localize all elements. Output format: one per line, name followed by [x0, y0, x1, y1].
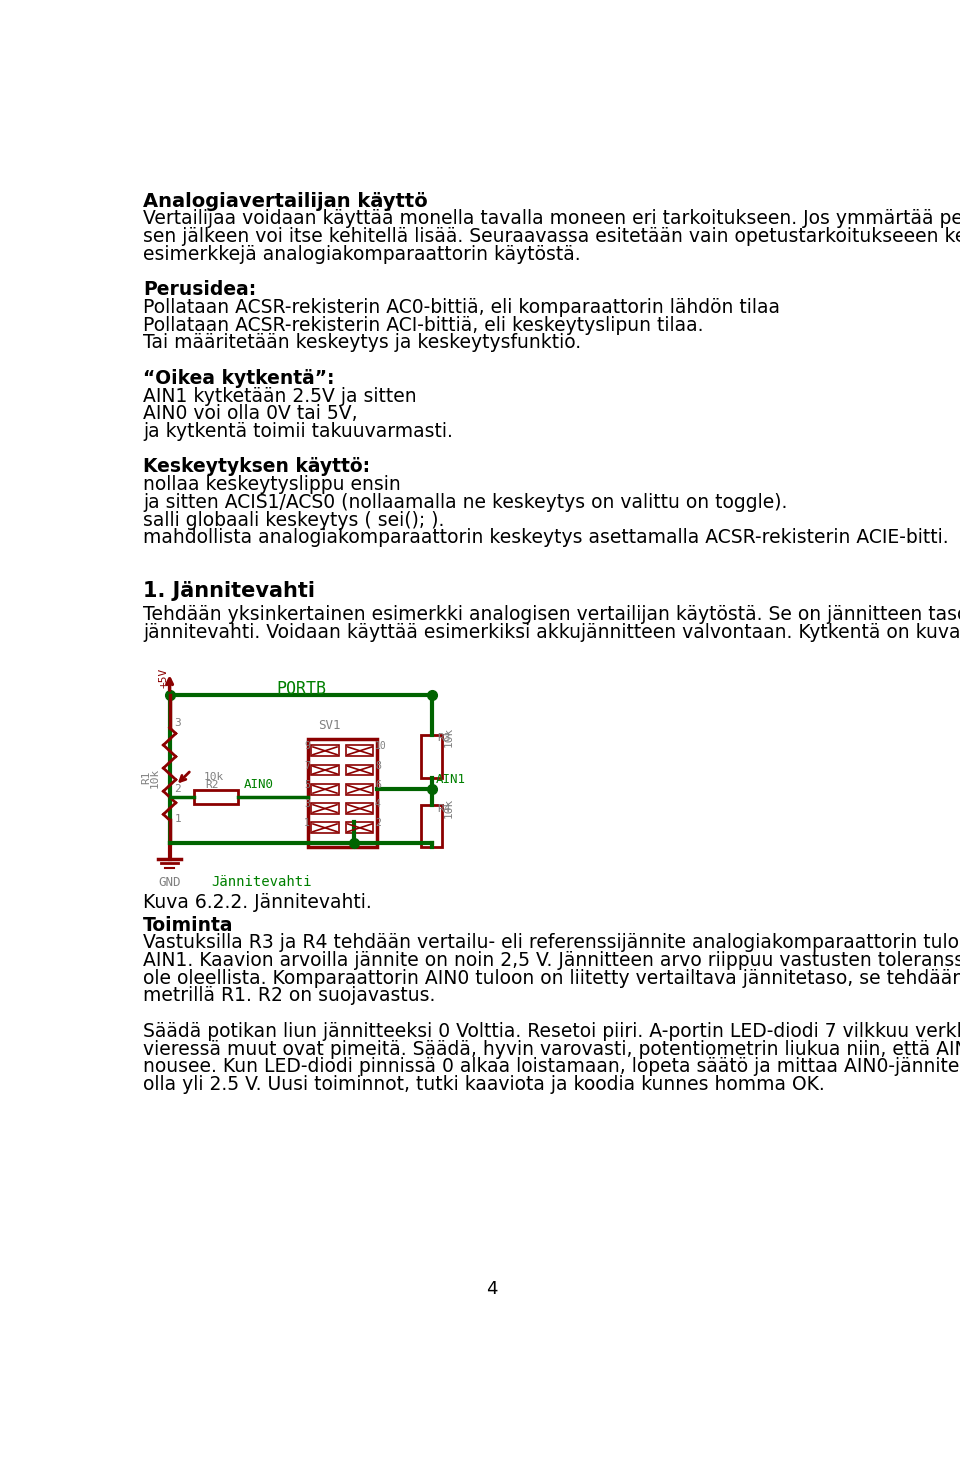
- Text: ole oleellista. Komparaattorin AIN0 tuloon on liitetty vertailtava jännitetaso, : ole oleellista. Komparaattorin AIN0 tulo…: [143, 969, 960, 988]
- Text: 2: 2: [375, 819, 381, 828]
- Text: 1: 1: [304, 819, 310, 828]
- Text: 2: 2: [175, 784, 181, 794]
- Text: 3: 3: [304, 798, 310, 809]
- Text: 10k: 10k: [150, 768, 159, 788]
- Text: Vertailijaa voidaan käyttää monella tavalla moneen eri tarkoitukseen. Jos ymmärt: Vertailijaa voidaan käyttää monella tava…: [143, 210, 960, 229]
- Bar: [347, 822, 373, 833]
- Bar: [311, 822, 339, 833]
- Text: nousee. Kun LED-diodi pinnissä 0 alkaa loistamaan, lopeta säätö ja mittaa AIN0-j: nousee. Kun LED-diodi pinnissä 0 alkaa l…: [143, 1058, 960, 1077]
- Text: AIN1 kytketään 2.5V ja sitten: AIN1 kytketään 2.5V ja sitten: [143, 386, 417, 405]
- Text: AIN1. Kaavion arvoilla jännite on noin 2,5 V. Jännitteen arvo riippuu vastusten : AIN1. Kaavion arvoilla jännite on noin 2…: [143, 951, 960, 970]
- Text: mahdollista analogiakomparaattorin keskeytys asettamalla ACSR-rekisterin ACIE-bi: mahdollista analogiakomparaattorin keske…: [143, 529, 948, 548]
- Text: 1: 1: [175, 813, 181, 823]
- Text: 9: 9: [304, 742, 310, 752]
- Text: R2: R2: [205, 779, 219, 790]
- Text: Vastuksilla R3 ja R4 tehdään vertailu- eli referenssijännite analogiakomparaatto: Vastuksilla R3 ja R4 tehdään vertailu- e…: [143, 934, 960, 953]
- Text: GND: GND: [158, 876, 180, 889]
- Text: 5: 5: [304, 779, 310, 790]
- Bar: [194, 790, 238, 804]
- Text: Toiminta: Toiminta: [143, 915, 233, 934]
- Bar: [311, 784, 339, 794]
- Text: 10k: 10k: [444, 798, 454, 819]
- Text: 3: 3: [175, 718, 181, 728]
- Text: 8: 8: [375, 761, 381, 771]
- Text: Tai määritetään keskeytys ja keskeytysfunktio.: Tai määritetään keskeytys ja keskeytysfu…: [143, 334, 582, 353]
- Text: 10: 10: [375, 742, 387, 752]
- Bar: [420, 804, 443, 847]
- Text: 10k: 10k: [444, 727, 454, 746]
- Text: nollaa keskeytyslippu ensin: nollaa keskeytyslippu ensin: [143, 475, 401, 494]
- Text: esimerkkejä analogiakomparaattorin käytöstä.: esimerkkejä analogiakomparaattorin käytö…: [143, 245, 581, 264]
- Text: AIN0 voi olla 0V tai 5V,: AIN0 voi olla 0V tai 5V,: [143, 404, 358, 424]
- Text: 10k: 10k: [204, 772, 224, 782]
- Text: SV1: SV1: [318, 720, 341, 733]
- Text: 6: 6: [375, 779, 381, 790]
- Text: sen jälkeen voi itse kehitellä lisää. Seuraavassa esitetään vain opetustarkoituk: sen jälkeen voi itse kehitellä lisää. Se…: [143, 227, 960, 246]
- Text: PORTB: PORTB: [276, 680, 326, 698]
- Text: Jännitevahti: Jännitevahti: [211, 874, 311, 889]
- Text: Perusidea:: Perusidea:: [143, 280, 256, 299]
- Bar: [311, 746, 339, 756]
- Bar: [347, 784, 373, 794]
- Text: 4: 4: [375, 798, 381, 809]
- Text: metrillä R1. R2 on suojavastus.: metrillä R1. R2 on suojavastus.: [143, 986, 436, 1005]
- Text: 4: 4: [487, 1279, 497, 1298]
- Text: Analogiavertailijan käyttö: Analogiavertailijan käyttö: [143, 192, 428, 211]
- Text: 7: 7: [304, 761, 310, 771]
- Text: Säädä potikan liun jännitteeksi 0 Volttia. Resetoi piiri. A-portin LED-diodi 7 v: Säädä potikan liun jännitteeksi 0 Voltti…: [143, 1021, 960, 1040]
- Text: 1. Jännitevahti: 1. Jännitevahti: [143, 581, 315, 602]
- Bar: [307, 739, 377, 847]
- Text: Pollataan ACSR-rekisterin ACI-bittiä, eli keskeytyslipun tilaa.: Pollataan ACSR-rekisterin ACI-bittiä, el…: [143, 316, 704, 335]
- Text: jännitevahti. Voidaan käyttää esimerkiksi akkujännitteen valvontaan. Kytkentä on: jännitevahti. Voidaan käyttää esimerkiks…: [143, 624, 960, 643]
- Text: +5V: +5V: [158, 667, 169, 688]
- Text: Keskeytyksen käyttö:: Keskeytyksen käyttö:: [143, 457, 371, 476]
- Text: Pollataan ACSR-rekisterin AC0-bittiä, eli komparaattorin lähdön tilaa: Pollataan ACSR-rekisterin AC0-bittiä, el…: [143, 299, 780, 318]
- Text: R1: R1: [141, 771, 151, 784]
- Text: Kuva 6.2.2. Jännitevahti.: Kuva 6.2.2. Jännitevahti.: [143, 893, 372, 912]
- Text: ja kytkentä toimii takuuvarmasti.: ja kytkentä toimii takuuvarmasti.: [143, 423, 453, 441]
- Text: vieressä muut ovat pimeitä. Säädä, hyvin varovasti, potentiometrin liukua niin, : vieressä muut ovat pimeitä. Säädä, hyvin…: [143, 1039, 960, 1059]
- Bar: [420, 736, 443, 778]
- Bar: [311, 803, 339, 814]
- Text: olla yli 2.5 V. Uusi toiminnot, tutki kaaviota ja koodia kunnes homma OK.: olla yli 2.5 V. Uusi toiminnot, tutki ka…: [143, 1075, 825, 1094]
- Text: R3: R3: [437, 733, 450, 743]
- Text: salli globaali keskeytys ( sei(); ).: salli globaali keskeytys ( sei(); ).: [143, 510, 444, 529]
- Text: ja sitten ACIS1/ACS0 (nollaamalla ne keskeytys on valittu on toggle).: ja sitten ACIS1/ACS0 (nollaamalla ne kes…: [143, 492, 787, 511]
- Text: AIN0: AIN0: [244, 778, 274, 791]
- Text: “Oikea kytkentä”:: “Oikea kytkentä”:: [143, 369, 335, 388]
- Bar: [347, 803, 373, 814]
- Bar: [311, 765, 339, 775]
- Text: R4: R4: [437, 804, 450, 814]
- Bar: [347, 746, 373, 756]
- Text: Tehdään yksinkertainen esimerkki analogisen vertailijan käytöstä. Se on jännitte: Tehdään yksinkertainen esimerkki analogi…: [143, 605, 960, 624]
- Bar: [347, 765, 373, 775]
- Text: AIN1: AIN1: [436, 774, 466, 787]
